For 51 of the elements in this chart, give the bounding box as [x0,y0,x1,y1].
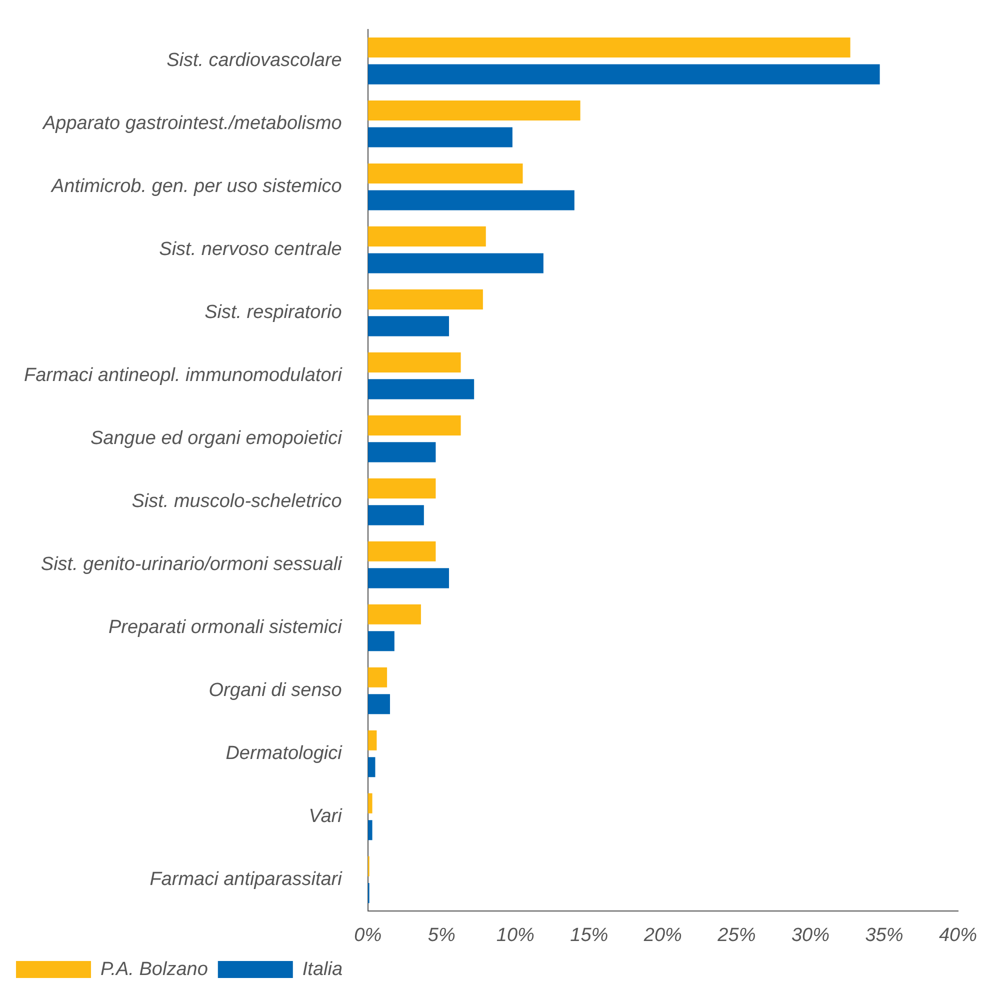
y-tick-label: Farmaci antiparassitari [150,868,343,890]
bar [368,667,388,688]
y-tick-label: Farmaci antineopl. immunomodulatori [24,365,343,386]
bar [368,820,372,840]
y-tick-label: Sist. nervoso centrale [159,239,342,260]
y-tick-label: Vari [308,806,343,828]
bar [368,604,421,624]
bar [368,352,461,372]
bar [368,730,377,750]
y-tick-label: Preparati ormonali sistemici [108,617,343,638]
x-tick-label: 5% [428,924,456,946]
bar [368,793,372,814]
x-tick-label: 35% [865,924,904,946]
x-tick-label: 30% [791,924,830,946]
y-tick-label: Sist. cardiovascolare [166,50,342,72]
x-tick-label: 10% [496,924,535,946]
bar [368,64,880,84]
x-tick-label: 0% [354,924,382,946]
bar [368,694,390,714]
bar [368,478,436,498]
bar [368,316,450,336]
bar [368,631,394,652]
x-tick-label: 40% [938,924,978,946]
bar [368,37,850,58]
legend-label: Italia [302,958,343,980]
bar [368,442,436,462]
y-tick-label: Dermatologici [226,743,343,764]
legend-label: P.A. Bolzano [100,958,208,980]
x-tick-label: 15% [570,924,608,946]
bar [368,757,376,778]
x-tick-label: 20% [642,924,682,946]
bar [368,289,483,310]
bar [368,127,512,148]
bar [368,190,574,210]
bar [368,100,580,121]
y-tick-label: Sangue ed organi emopoietici [90,428,343,450]
bar [368,505,424,526]
y-tick-label: Sist. respiratorio [204,302,342,324]
x-tick-label: 25% [716,924,756,946]
y-tick-label: Antimicrob. gen. per uso sistemico [50,176,342,198]
bar [368,379,474,400]
bar [368,568,450,588]
y-tick-label: Apparato gastrointest./metabolismo [42,113,342,134]
y-tick-label: Sist. muscolo-scheletrico [132,491,342,512]
bar [368,253,544,274]
bar [368,163,523,184]
bar [368,541,436,562]
bar [368,226,486,247]
y-tick-label: Organi di senso [208,680,342,702]
y-tick-label: Sist. genito-urinario/ormoni sessuali [40,554,343,576]
bar [368,415,461,436]
